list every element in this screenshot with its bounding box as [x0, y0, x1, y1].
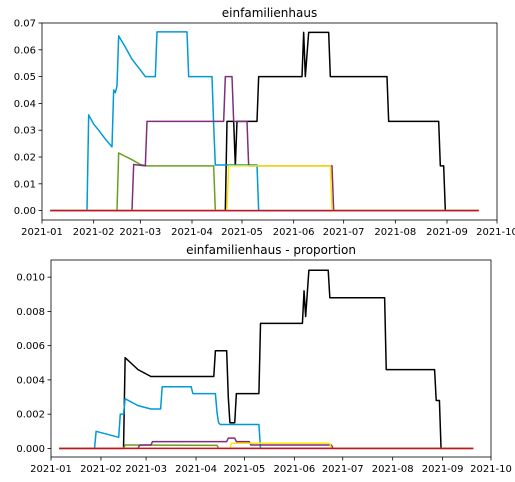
x-tick-label: 2021-06 — [273, 464, 315, 475]
x-tick-label: 2021-08 — [372, 464, 414, 475]
x-tick-label: 2021-05 — [221, 227, 263, 238]
x-tick-label: 2021-03 — [119, 227, 161, 238]
x-tick-label: 2021-08 — [374, 227, 416, 238]
plot-area — [41, 22, 498, 221]
plot-area — [50, 259, 492, 458]
y-tick-label: 0.06 — [14, 45, 36, 56]
y-axis: 0.00 0.01 0.02 0.03 0.04 0.05 0.06 0.07 — [14, 19, 42, 217]
x-tick-label: 2021-10 — [470, 464, 512, 475]
chart-title: einfamilienhaus — [222, 6, 317, 20]
y-tick-label: 0.004 — [16, 375, 45, 386]
chart-einfamilienhaus-proportion: einfamilienhaus - proportion 2021-01 2021… — [16, 243, 512, 475]
series-lines — [59, 269, 474, 450]
y-tick-label: 0.010 — [16, 273, 45, 284]
x-axis: 2021-01 2021-02 2021-03 2021-04 2021-05 2021-… — [21, 220, 515, 238]
axes-frame — [50, 259, 492, 458]
y-tick-label: 0.05 — [14, 72, 36, 83]
x-tick-label: 2021-03 — [125, 464, 167, 475]
series-lines — [50, 31, 479, 212]
y-tick-label: 0.008 — [16, 307, 45, 318]
x-tick-label: 2021-07 — [323, 227, 365, 238]
y-tick-label: 0.002 — [16, 410, 45, 421]
y-tick-label: 0.000 — [16, 444, 45, 455]
y-tick-label: 0.00 — [14, 206, 36, 217]
series-line-4 — [59, 437, 474, 450]
x-tick-label: 2021-05 — [224, 464, 266, 475]
y-tick-label: 0.01 — [14, 179, 36, 190]
y-axis: 0.000 0.002 0.004 0.006 0.008 0.010 — [16, 273, 51, 455]
chart-einfamilienhaus: einfamilienhaus 2021-01 2021-02 2021-03 202… — [14, 6, 515, 238]
series-line-3 — [50, 152, 479, 212]
x-tick-label: 2021-01 — [30, 464, 72, 475]
chart-title: einfamilienhaus - proportion — [186, 243, 356, 257]
x-tick-label: 2021-10 — [476, 227, 515, 238]
x-tick-label: 2021-07 — [322, 464, 364, 475]
series-line-1 — [50, 31, 479, 212]
y-tick-label: 0.02 — [14, 153, 36, 164]
axes-frame — [41, 22, 498, 221]
series-line-2 — [50, 31, 479, 212]
y-tick-label: 0.03 — [14, 126, 36, 137]
x-axis: 2021-01 2021-02 2021-03 2021-04 2021-05 2021-… — [30, 457, 512, 475]
x-tick-label: 2021-04 — [171, 227, 213, 238]
x-tick-label: 2021-01 — [21, 227, 63, 238]
x-tick-label: 2021-09 — [422, 464, 464, 475]
y-tick-label: 0.006 — [16, 341, 45, 352]
y-tick-label: 0.04 — [14, 99, 36, 110]
x-tick-label: 2021-04 — [175, 464, 217, 475]
series-line-1 — [59, 269, 474, 450]
y-tick-label: 0.07 — [14, 19, 36, 30]
x-tick-label: 2021-02 — [73, 227, 115, 238]
series-line-2 — [59, 386, 474, 450]
x-tick-label: 2021-02 — [80, 464, 122, 475]
x-tick-label: 2021-09 — [426, 227, 468, 238]
x-tick-label: 2021-06 — [273, 227, 315, 238]
